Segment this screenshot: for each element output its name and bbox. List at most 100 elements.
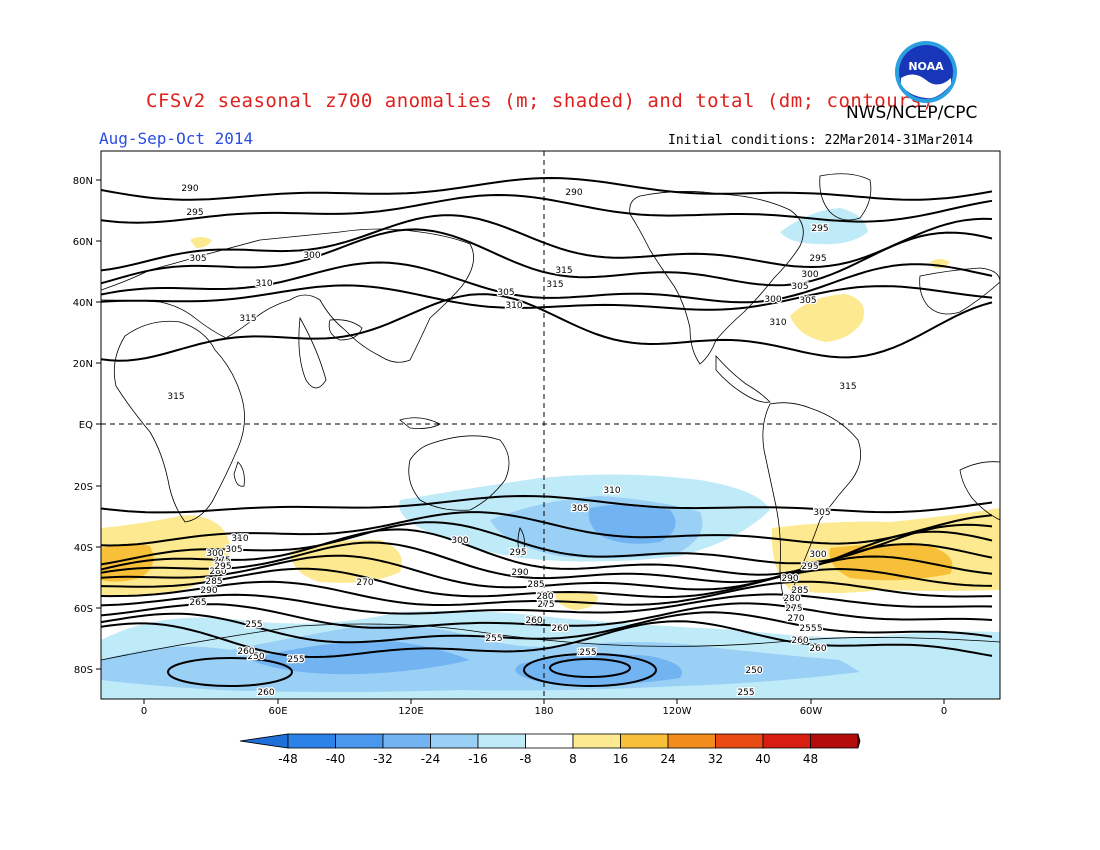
colorbar-arrow-right: [857, 733, 861, 749]
contour-label: 315: [167, 392, 184, 402]
contour-label: 310: [231, 534, 248, 544]
contour-line: [101, 554, 993, 591]
contour-line: [101, 567, 993, 599]
contour-label: 305: [225, 545, 242, 555]
lon-label: 60W: [800, 706, 823, 717]
colorbar-arrow-left: [239, 733, 289, 749]
contour-label: 285: [527, 580, 544, 590]
contour-label: 305: [497, 288, 514, 298]
contour-label: 290: [181, 184, 198, 194]
colorbar-bin: [620, 733, 669, 749]
contour-label: 270: [787, 614, 804, 624]
colorbar-label: -40: [326, 752, 346, 766]
contour-line: [101, 602, 993, 629]
lat-label: 40S: [74, 543, 93, 554]
contour-label: 290: [200, 586, 217, 596]
lat-label: 20S: [74, 482, 93, 493]
contour-closed: [523, 653, 657, 687]
contour-label: 255: [485, 634, 502, 644]
contour-label: 270: [225, 545, 242, 555]
contour-label: 255: [245, 620, 262, 630]
contour-line: [101, 593, 993, 615]
noaa-logo: NOAA: [895, 41, 957, 103]
contour-label: 300: [764, 295, 781, 305]
contour-label: 295: [811, 224, 828, 234]
contour-label: 275: [213, 556, 230, 566]
contour-label: 280: [536, 592, 553, 602]
contour-line: [101, 193, 993, 224]
colorbar-bin: [430, 733, 479, 749]
contour-label: 280: [783, 594, 800, 604]
colorbar-label: -16: [468, 752, 488, 766]
contour-label: 260: [551, 624, 568, 634]
colorbar-label: 32: [708, 752, 723, 766]
contour-label: 255: [579, 648, 596, 658]
colorbar-bin: [335, 733, 384, 749]
contour-label: 255: [287, 655, 304, 665]
colorbar-label: 24: [660, 752, 675, 766]
contour-label: 300: [206, 549, 223, 559]
contour-line: [101, 611, 993, 644]
contour-line: [101, 620, 993, 659]
lon-label: 180: [534, 706, 553, 717]
initial-conditions: Initial conditions: 22Mar2014-31Mar2014: [668, 133, 974, 148]
contour-label: 295: [214, 562, 231, 572]
colorbar-label: -24: [421, 752, 441, 766]
lon-label: 120E: [398, 706, 423, 717]
contour-label: 290: [781, 574, 798, 584]
contour-label: 305: [799, 296, 816, 306]
colorbar-bin: [667, 733, 716, 749]
contour-label: 300: [303, 251, 320, 261]
contour-label: 250: [247, 652, 264, 662]
lon-label: 60E: [268, 706, 287, 717]
colorbar-bin: [715, 733, 764, 749]
contour-label: 305: [813, 508, 830, 518]
contour-label: 290: [565, 188, 582, 198]
contour-label: 300: [801, 270, 818, 280]
contour-label: 290: [511, 568, 528, 578]
contour-label: 295: [509, 548, 526, 558]
contour-line: [101, 176, 993, 201]
contour-label: 295: [809, 254, 826, 264]
colorbar-label: -8: [520, 752, 532, 766]
contour-line: [101, 228, 993, 287]
contour-label: 275: [537, 600, 554, 610]
agency-label: NWS/NCEP/CPC: [846, 103, 978, 123]
contour-label: 315: [239, 314, 256, 324]
contour-label: 260: [791, 636, 808, 646]
contour-line: [101, 580, 993, 606]
contour-label: 265: [189, 598, 206, 608]
contour-label: 310: [255, 279, 272, 289]
contour-label: 285: [791, 586, 808, 596]
colorbar-bin: [382, 733, 431, 749]
colorbar-bin: [572, 733, 621, 749]
contour-label: 305: [189, 254, 206, 264]
contour-label: 260: [257, 688, 274, 698]
colorbar-bin: [525, 733, 574, 749]
plot-frame: [100, 150, 1001, 700]
lat-label: 80S: [74, 665, 93, 676]
contour-label: 305: [791, 282, 808, 292]
lon-label: 0: [941, 706, 947, 717]
contour-line: [101, 541, 993, 584]
logo-text: NOAA: [908, 60, 944, 73]
colorbar-bin: [477, 733, 526, 749]
contour-label: 305: [571, 504, 588, 514]
lat-label: 80N: [73, 176, 93, 187]
lat-label: 60N: [73, 237, 93, 248]
contour-label: 310: [603, 486, 620, 496]
lon-label: 0: [141, 706, 147, 717]
contour-label: 300: [809, 550, 826, 560]
colorbar: -48 -40 -32 -24 -16 -8 8 16 24 32 40 48: [239, 733, 861, 766]
contour-label: 310: [769, 318, 786, 328]
contour-line: [101, 494, 993, 514]
colorbar-label: 16: [613, 752, 628, 766]
contour-labels: 2902953003053103153153053103153153002953…: [166, 183, 858, 699]
lat-label: 20N: [73, 359, 93, 370]
contour-label: 250: [745, 666, 762, 676]
contour-label: 255: [737, 688, 754, 698]
latitude-axis: 80N 60N 40N 20N EQ 20S 40S 60S 80S: [73, 176, 101, 676]
colorbar-label: 40: [755, 752, 770, 766]
contour-label: 280: [209, 567, 226, 577]
